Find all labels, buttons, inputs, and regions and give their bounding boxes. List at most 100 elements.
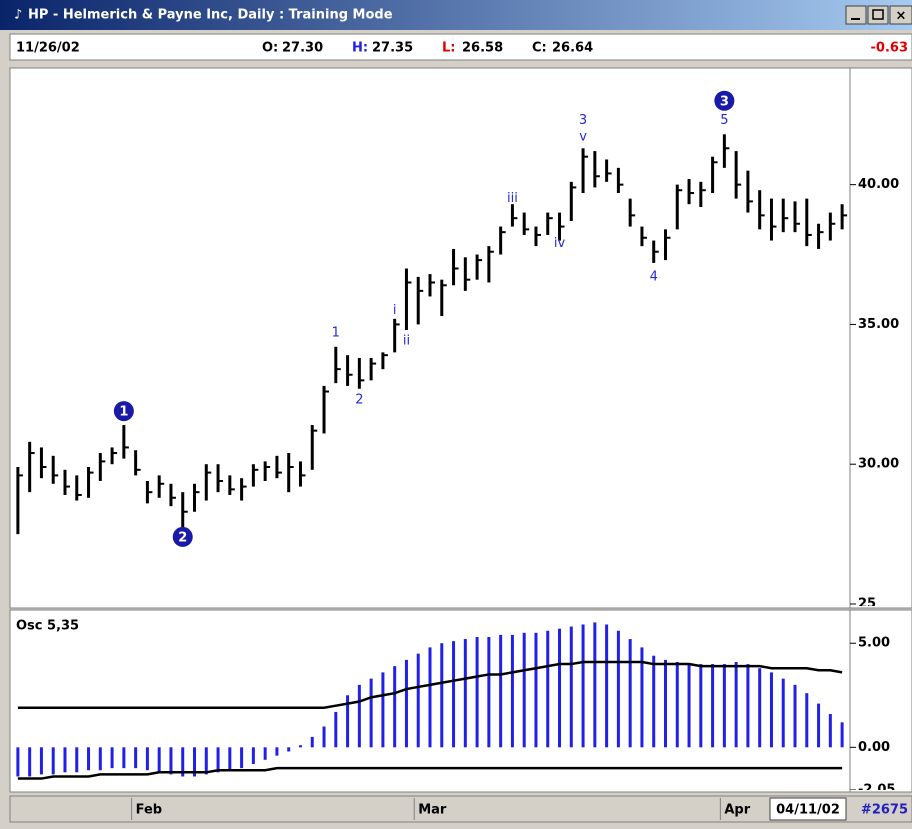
osc-bar	[181, 747, 185, 777]
info-value: 26.64	[552, 41, 593, 56]
osc-bar	[298, 745, 302, 748]
maximize-button[interactable]	[867, 5, 889, 25]
osc-bar	[463, 639, 467, 748]
osc-bar	[310, 736, 314, 748]
osc-bar	[605, 624, 609, 748]
info-label: C:	[532, 41, 547, 56]
osc-bar	[428, 647, 432, 748]
osc-bar	[640, 647, 644, 748]
close-button[interactable]	[889, 5, 912, 25]
osc-bar	[98, 747, 102, 771]
osc-line	[17, 766, 843, 780]
y-tick-label: 25	[858, 597, 876, 612]
minimize-button[interactable]	[845, 5, 867, 25]
osc-bar	[687, 664, 691, 748]
osc-bar	[805, 693, 809, 748]
osc-bar	[204, 747, 208, 775]
osc-bar	[404, 659, 408, 748]
price-axis: 25 30.00 35.00 40.00	[850, 177, 899, 612]
wave-label: ii	[403, 334, 410, 349]
osc-title: Osc 5,35	[16, 619, 79, 634]
osc-bar	[581, 624, 585, 748]
wave-label: i	[393, 303, 397, 318]
osc-panel	[9, 609, 912, 793]
osc-bar	[475, 636, 479, 748]
osc-bar	[39, 747, 43, 775]
osc-bar	[722, 664, 726, 748]
osc-line	[17, 660, 843, 710]
osc-bar	[357, 684, 361, 748]
info-value: 27.35	[372, 41, 413, 56]
wave-label: iv	[554, 236, 566, 251]
maximize-icon	[872, 9, 884, 20]
osc-bar	[263, 747, 267, 760]
osc-bar	[817, 703, 821, 748]
osc-bar	[452, 641, 456, 748]
osc-bar	[628, 639, 632, 748]
osc-bar	[652, 655, 656, 748]
date-field[interactable]	[769, 797, 847, 821]
osc-bar	[87, 747, 91, 771]
title-bar	[0, 0, 912, 30]
x-tick-label: Apr	[724, 803, 750, 818]
window-title: HP - Helmerich & Payne Inc, Daily : Trai…	[28, 8, 393, 23]
info-label: L:	[442, 41, 455, 56]
info-label: O:	[262, 41, 278, 56]
osc-bar	[63, 747, 67, 773]
osc-bar	[699, 664, 703, 748]
osc-bar	[169, 747, 173, 775]
osc-bar	[346, 695, 350, 748]
wave-label: iii	[507, 191, 518, 206]
osc-bar	[675, 661, 679, 748]
osc-bar	[369, 678, 373, 748]
osc-bar	[487, 636, 491, 748]
info-fields: O: 27.30 H: 27.35 L: 26.58 C: 26.64	[262, 41, 593, 56]
wave-marker-label: 3	[720, 94, 729, 109]
osc-bar	[781, 678, 785, 748]
osc-bar	[51, 747, 55, 775]
y-tick-label: 30.00	[858, 457, 899, 472]
info-value: 27.30	[282, 41, 323, 56]
osc-bar	[499, 634, 503, 748]
footer-count: #2675	[861, 803, 908, 818]
price-panel	[9, 67, 912, 609]
osc-bar	[322, 726, 326, 748]
osc-bar	[75, 747, 79, 773]
osc-bar	[110, 747, 114, 769]
osc-bar	[663, 659, 667, 748]
info-value: 26.58	[462, 41, 503, 56]
wave-label: 3	[579, 113, 587, 128]
x-tick-label: Mar	[418, 803, 447, 818]
osc-bar	[334, 711, 338, 748]
osc-bar	[569, 626, 573, 748]
osc-bar	[275, 747, 279, 756]
wave-label: 2	[355, 392, 363, 407]
osc-bar	[240, 747, 244, 769]
info-date: 11/26/02	[16, 41, 80, 56]
wave-label: 1	[332, 325, 340, 340]
osc-bar	[157, 747, 161, 773]
footer-date: 04/11/02	[776, 803, 840, 818]
osc-bar	[522, 632, 526, 748]
osc-bar	[145, 747, 149, 771]
osc-bar	[193, 747, 197, 777]
osc-bar	[510, 634, 514, 748]
osc-bar	[546, 630, 550, 748]
y-tick-label: 5.00	[858, 636, 890, 651]
y-tick-label: 35.00	[858, 317, 899, 332]
osc-bar	[534, 632, 538, 748]
wave-marker	[113, 401, 134, 422]
time-axis-bar	[9, 795, 912, 823]
y-tick-label: 0.00	[858, 740, 890, 755]
osc-bar	[381, 672, 385, 748]
app-icon: ♪	[14, 8, 22, 23]
window-buttons[interactable]: ×	[845, 5, 912, 25]
osc-bar	[251, 747, 255, 764]
info-change: -0.63	[871, 41, 908, 56]
osc-bar	[711, 664, 715, 748]
osc-bar	[416, 653, 420, 748]
osc-bar	[134, 747, 138, 769]
y-tick-label: 40.00	[858, 177, 899, 192]
osc-bar	[828, 714, 832, 748]
